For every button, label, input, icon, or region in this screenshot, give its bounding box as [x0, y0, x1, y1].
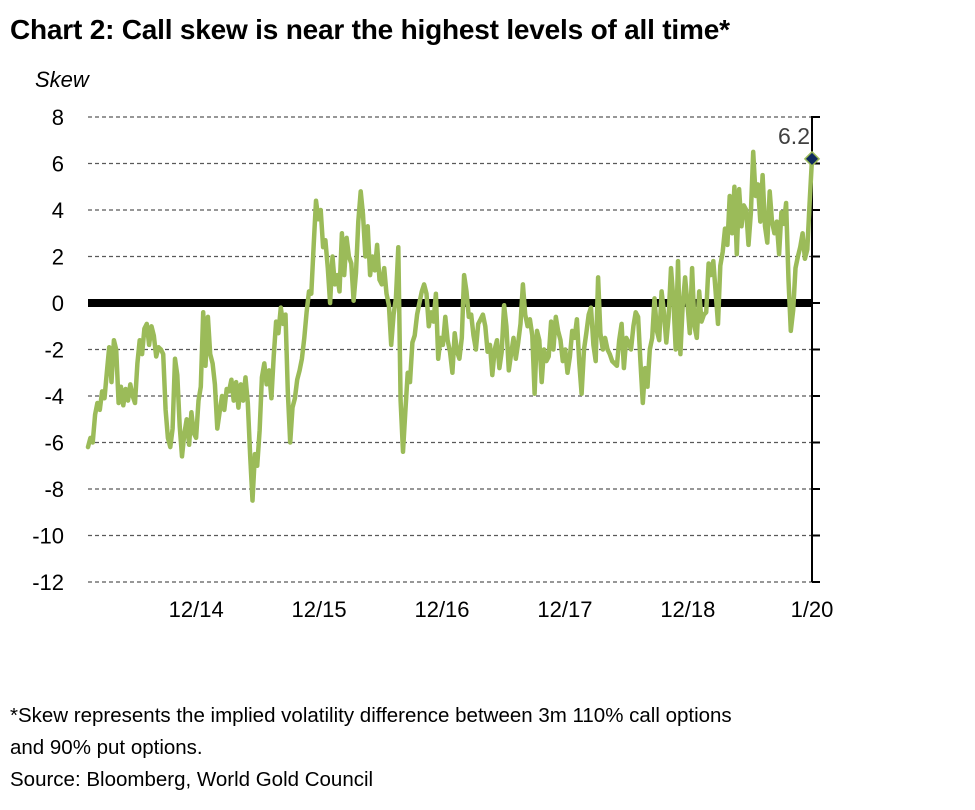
- x-tick-label: 12/15: [292, 597, 347, 622]
- y-tick-label: 4: [52, 198, 64, 223]
- y-tick-label: 2: [52, 245, 64, 270]
- footnote-line-1: *Skew represents the implied volatility …: [10, 704, 732, 727]
- x-tick-label: 12/18: [660, 597, 715, 622]
- y-tick-label: -10: [32, 524, 64, 549]
- right-axis: [811, 116, 820, 583]
- x-tick-label: 12/14: [169, 597, 224, 622]
- annotation: 6.2: [778, 123, 821, 167]
- y-tick-label: 8: [52, 105, 64, 130]
- line-chart: 8 6 4 2 0 -2 -4 -6 -8 -10 -12 12/14 12/15 12/16 12/17…: [32, 105, 834, 622]
- last-value-marker: [803, 150, 821, 167]
- footnote-line-2: and 90% put options.: [10, 736, 203, 759]
- y-tick-label: -8: [44, 477, 64, 502]
- y-tick-labels: 8 6 4 2 0 -2 -4 -6 -8 -10 -12: [32, 105, 64, 595]
- y-tick-label: 0: [52, 291, 64, 316]
- footnote: *Skew represents the implied volatility …: [10, 700, 960, 764]
- y-tick-label: -2: [44, 338, 64, 363]
- series-line: [85, 149, 815, 503]
- x-tick-label: 12/16: [414, 597, 469, 622]
- y-tick-label: 6: [52, 152, 64, 177]
- last-value-label: 6.2: [778, 123, 810, 149]
- x-tick-label: 12/17: [537, 597, 592, 622]
- y-tick-label: -6: [44, 431, 64, 456]
- series-skew: [85, 149, 815, 503]
- source-note: Source: Bloomberg, World Gold Council: [10, 768, 374, 791]
- x-tick-labels: 12/14 12/15 12/16 12/17 12/18 1/20: [169, 597, 834, 622]
- y-tick-label: -4: [44, 384, 64, 409]
- y-axis-label: Skew: [35, 67, 89, 92]
- y-tick-label: -12: [32, 570, 64, 595]
- chart-title: Chart 2: Call skew is near the highest l…: [10, 14, 730, 45]
- x-tick-label: 1/20: [791, 597, 834, 622]
